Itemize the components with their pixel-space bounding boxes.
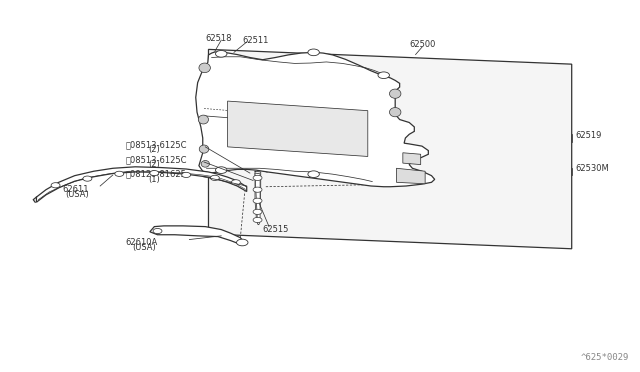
- Text: 62519: 62519: [575, 131, 601, 140]
- Ellipse shape: [199, 63, 211, 73]
- Ellipse shape: [198, 115, 209, 124]
- Text: (USA): (USA): [65, 190, 89, 199]
- Circle shape: [253, 209, 262, 214]
- Text: 62515: 62515: [262, 225, 289, 234]
- Circle shape: [216, 51, 227, 57]
- Ellipse shape: [390, 89, 401, 98]
- Text: 62518: 62518: [205, 34, 232, 43]
- Text: 62611: 62611: [62, 185, 88, 194]
- Text: (USA): (USA): [132, 243, 156, 252]
- Circle shape: [216, 167, 227, 173]
- Ellipse shape: [201, 161, 209, 167]
- Circle shape: [253, 217, 262, 222]
- Text: 62610A: 62610A: [125, 238, 158, 247]
- Polygon shape: [36, 167, 246, 202]
- Polygon shape: [150, 226, 244, 245]
- Circle shape: [253, 198, 262, 203]
- Circle shape: [211, 175, 220, 180]
- Text: Ⓝ08513-6125C: Ⓝ08513-6125C: [125, 140, 187, 149]
- Polygon shape: [396, 168, 425, 184]
- Circle shape: [232, 180, 241, 185]
- Text: 62530M: 62530M: [575, 164, 609, 173]
- Text: 62500: 62500: [409, 41, 436, 49]
- Circle shape: [308, 171, 319, 177]
- Circle shape: [308, 49, 319, 56]
- Polygon shape: [403, 153, 420, 164]
- Polygon shape: [255, 173, 260, 225]
- Circle shape: [83, 176, 92, 181]
- Ellipse shape: [199, 145, 209, 153]
- Circle shape: [253, 175, 262, 180]
- Text: (2): (2): [148, 145, 160, 154]
- Circle shape: [51, 183, 60, 188]
- Text: Ⓝ08513-6125C: Ⓝ08513-6125C: [125, 155, 187, 164]
- Circle shape: [253, 187, 262, 192]
- Ellipse shape: [390, 108, 401, 117]
- Text: 62511: 62511: [243, 36, 269, 45]
- Circle shape: [378, 72, 390, 78]
- Circle shape: [150, 170, 159, 176]
- Polygon shape: [209, 49, 572, 249]
- Text: (2): (2): [148, 160, 160, 169]
- Circle shape: [237, 239, 248, 246]
- Text: ^625*0029: ^625*0029: [580, 353, 629, 362]
- Polygon shape: [196, 52, 435, 187]
- Circle shape: [115, 171, 124, 176]
- Circle shape: [182, 172, 191, 177]
- Text: ⒲08120-81625: ⒲08120-81625: [125, 170, 186, 179]
- Text: (1): (1): [148, 175, 160, 184]
- Circle shape: [153, 228, 162, 234]
- Polygon shape: [228, 101, 368, 157]
